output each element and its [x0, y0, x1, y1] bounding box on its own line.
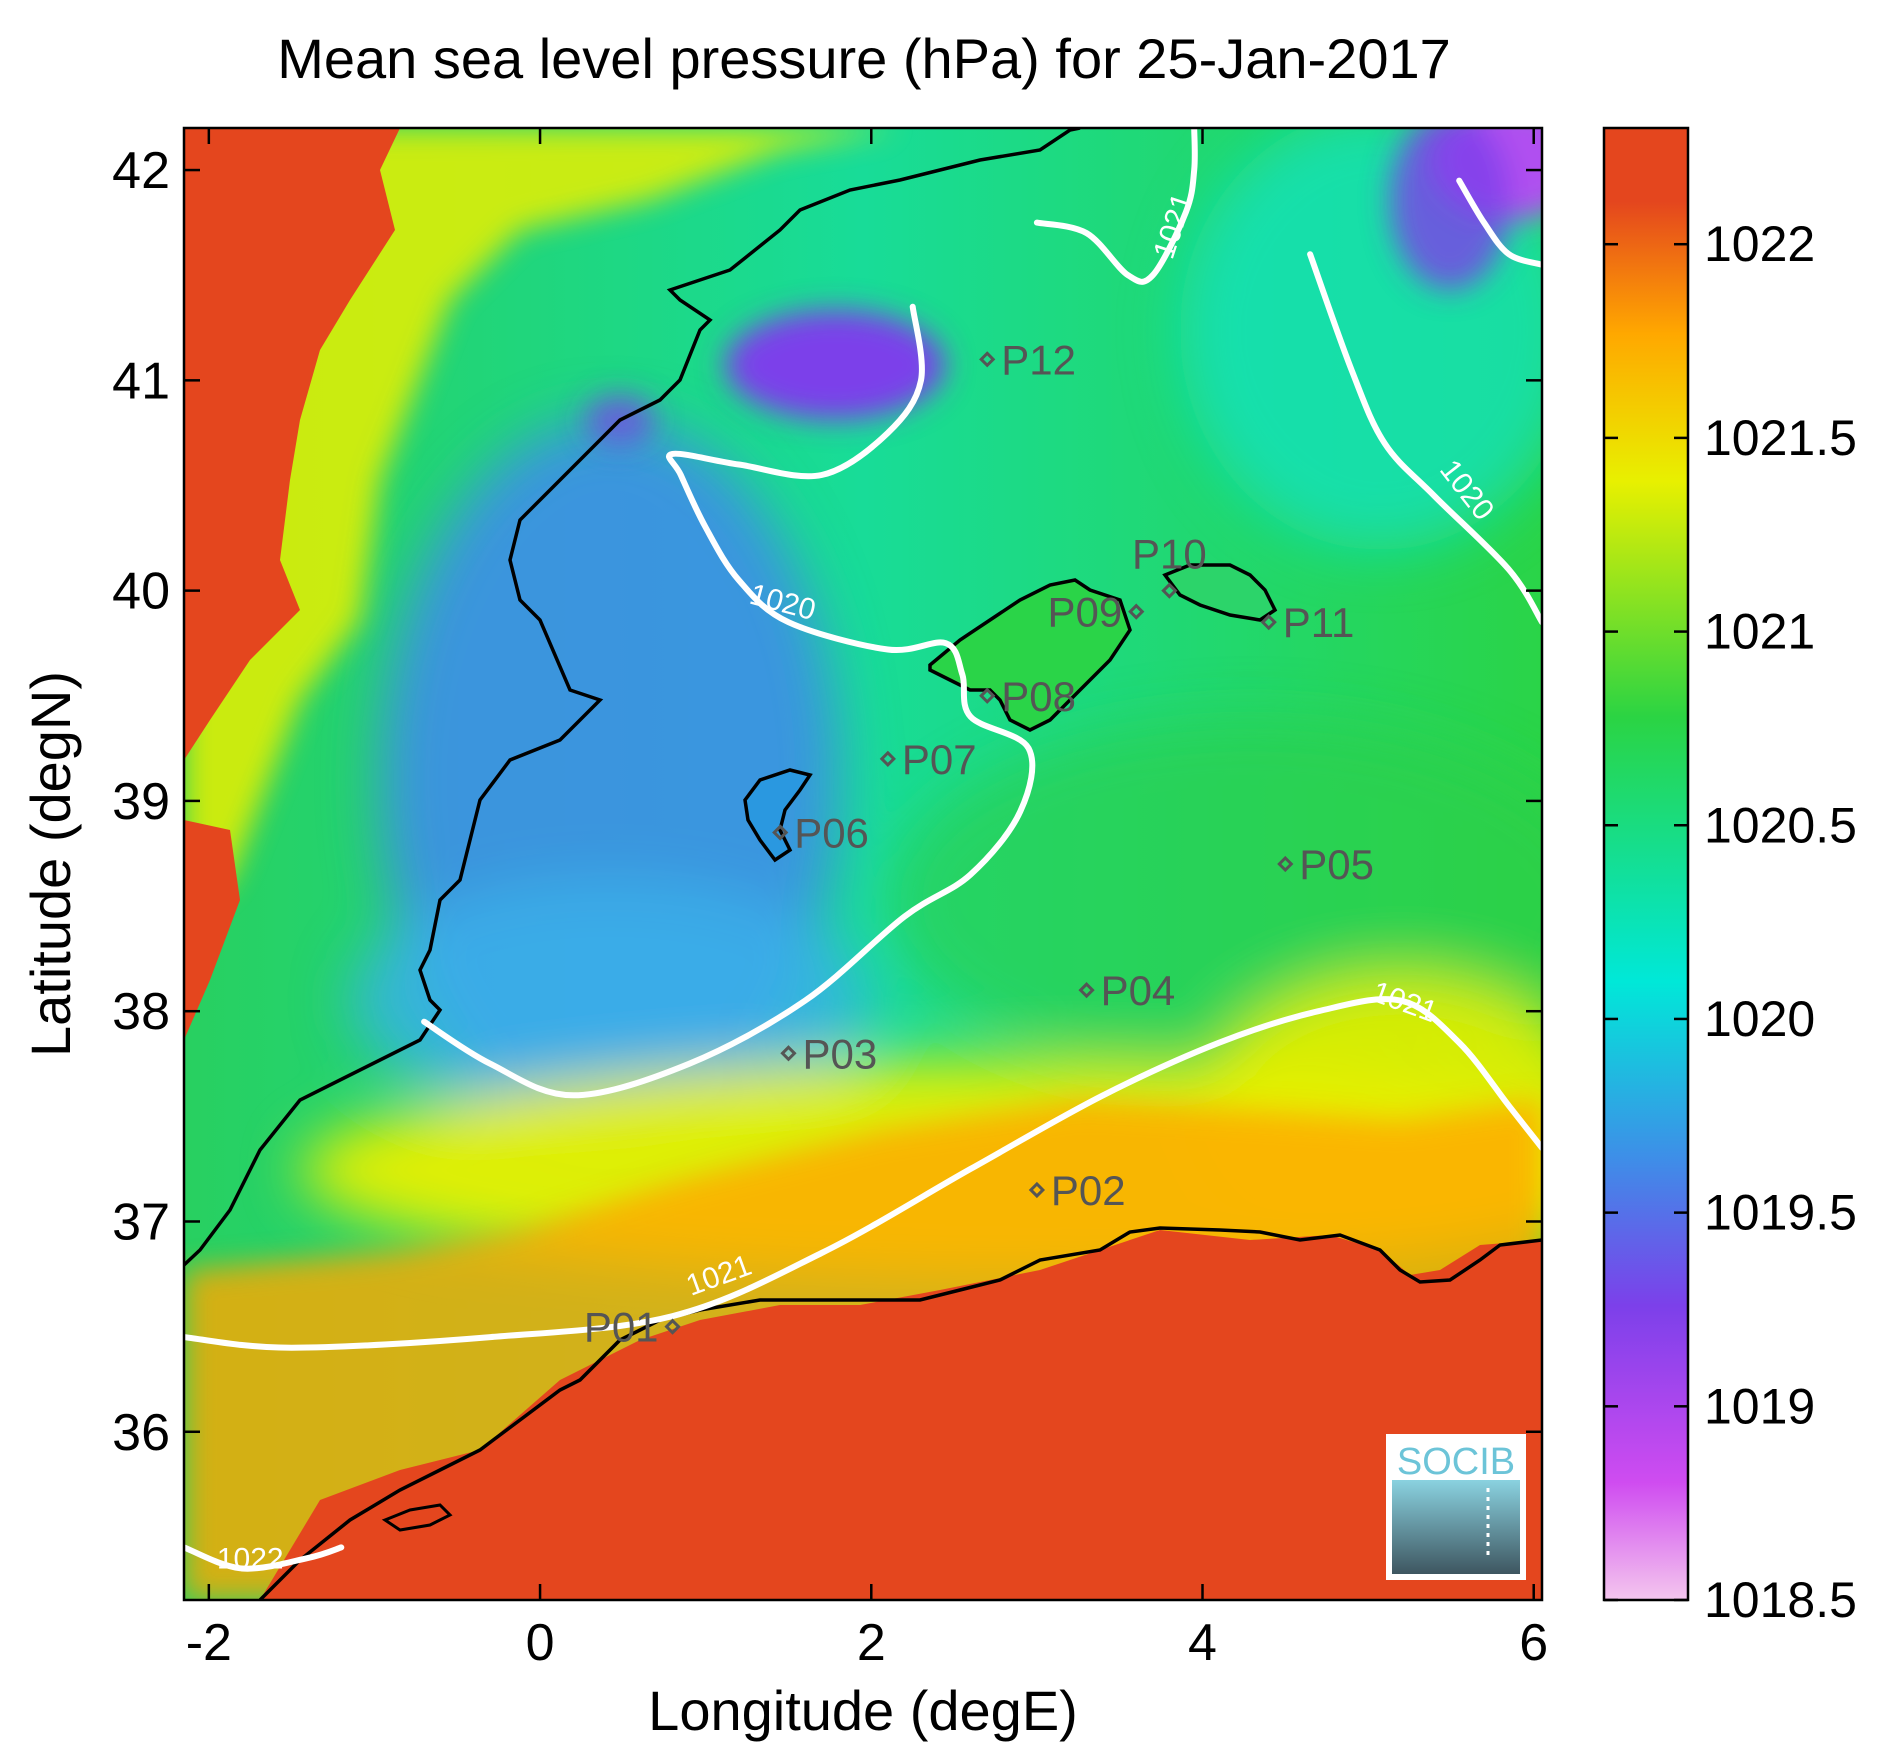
station-marker [772, 824, 789, 841]
africa-coastline [258, 1226, 1542, 1600]
isobar-1020 [1456, 177, 1542, 268]
station-label: P06 [794, 809, 869, 856]
menorca-island [1162, 563, 1278, 622]
colorbar-tick-label: 1020 [1704, 991, 1815, 1047]
colorbar-tick-label: 1018.5 [1704, 1572, 1857, 1628]
socib-logo: SOCIB [1386, 1434, 1526, 1580]
station-label: P04 [1101, 967, 1176, 1014]
isobar-1021 [1033, 128, 1198, 285]
y-tick-label: 42 [112, 142, 170, 200]
x-axis-ticks: -2 0 2 4 6 [186, 128, 1548, 1672]
mallorca-island [928, 578, 1132, 732]
y-axis-label: Latitude (degN) [19, 671, 82, 1057]
ibiza-island [743, 768, 813, 863]
y-tick-label: 40 [112, 563, 170, 621]
station-label: P12 [1001, 336, 1076, 383]
x-tick-label: 6 [1519, 1614, 1548, 1672]
coast-yellow-band [184, 128, 900, 920]
y-tick-label: 38 [112, 983, 170, 1041]
logo-text: SOCIB [1397, 1441, 1515, 1483]
isobar-1021 [184, 996, 1542, 1351]
x-tick-label: 2 [857, 1614, 886, 1672]
station-label: P10 [1132, 531, 1207, 578]
station-label: P02 [1051, 1167, 1126, 1214]
isobar-1020 [1307, 251, 1542, 626]
colorbar-gradient [1602, 126, 1690, 1602]
purple-low-ne2 [1390, 128, 1510, 290]
station-marker [780, 1045, 797, 1062]
station-marker [879, 750, 896, 767]
station-marker [1028, 1181, 1046, 1199]
y-tick-label: 37 [112, 1193, 170, 1251]
plot-frame [182, 126, 1544, 1602]
iberia-land-south [184, 820, 240, 1040]
alboran-island [381, 1503, 453, 1532]
colorbar: 1018.5 1019 1019.5 1020 1020.5 1021 1021.5 1022 [1602, 126, 1857, 1628]
station-marker [1161, 582, 1178, 599]
x-tick-label: -2 [186, 1614, 232, 1672]
station-label: P05 [1299, 841, 1374, 888]
station-marker [664, 1318, 681, 1335]
station-label: P03 [802, 1030, 877, 1077]
station-label: P01 [584, 1304, 659, 1351]
purple-low-north [725, 310, 945, 420]
y-tick-label: 41 [112, 352, 170, 410]
station-label: P07 [902, 736, 977, 783]
colorbar-tick-label: 1019 [1704, 1378, 1815, 1434]
logo-background [1392, 1480, 1520, 1574]
station-marker [979, 351, 996, 368]
x-tick-label: 0 [526, 1614, 555, 1672]
x-axis-label: Longitude (degE) [648, 1679, 1078, 1742]
station-label: P08 [1001, 673, 1076, 720]
station-marker [979, 687, 996, 704]
x-tick-label: 4 [1188, 1614, 1217, 1672]
y-axis-ticks: 36 37 38 39 40 41 42 [112, 142, 1542, 1462]
station-label: P09 [1048, 589, 1123, 636]
colorbar-tick-label: 1020.5 [1704, 797, 1857, 853]
isobar-1022 [184, 1544, 345, 1572]
station-label: P11 [1283, 599, 1355, 646]
colorbar-tick-label: 1022 [1704, 216, 1815, 272]
y-tick-label: 36 [112, 1404, 170, 1462]
station-marker [1078, 982, 1095, 999]
isobar-label: 1022 [217, 1542, 284, 1575]
station-marker [1260, 614, 1277, 631]
colorbar-tick-label: 1021 [1704, 604, 1815, 660]
station-marker [1277, 855, 1294, 873]
chart-title: Mean sea level pressure (hPa) for 25-Jan… [277, 27, 1451, 90]
colorbar-tick-label: 1021.5 [1704, 410, 1857, 466]
station-marker [1128, 603, 1145, 620]
isobar-1020 [421, 303, 1036, 1099]
africa-land [260, 1230, 1542, 1600]
iberia-land [184, 128, 400, 760]
colorbar-tick-label: 1019.5 [1704, 1185, 1857, 1241]
y-tick-label: 39 [112, 773, 170, 831]
colorbar-ticks: 1018.5 1019 1019.5 1020 1020.5 1021 1021.5 1022 [1604, 216, 1857, 1628]
